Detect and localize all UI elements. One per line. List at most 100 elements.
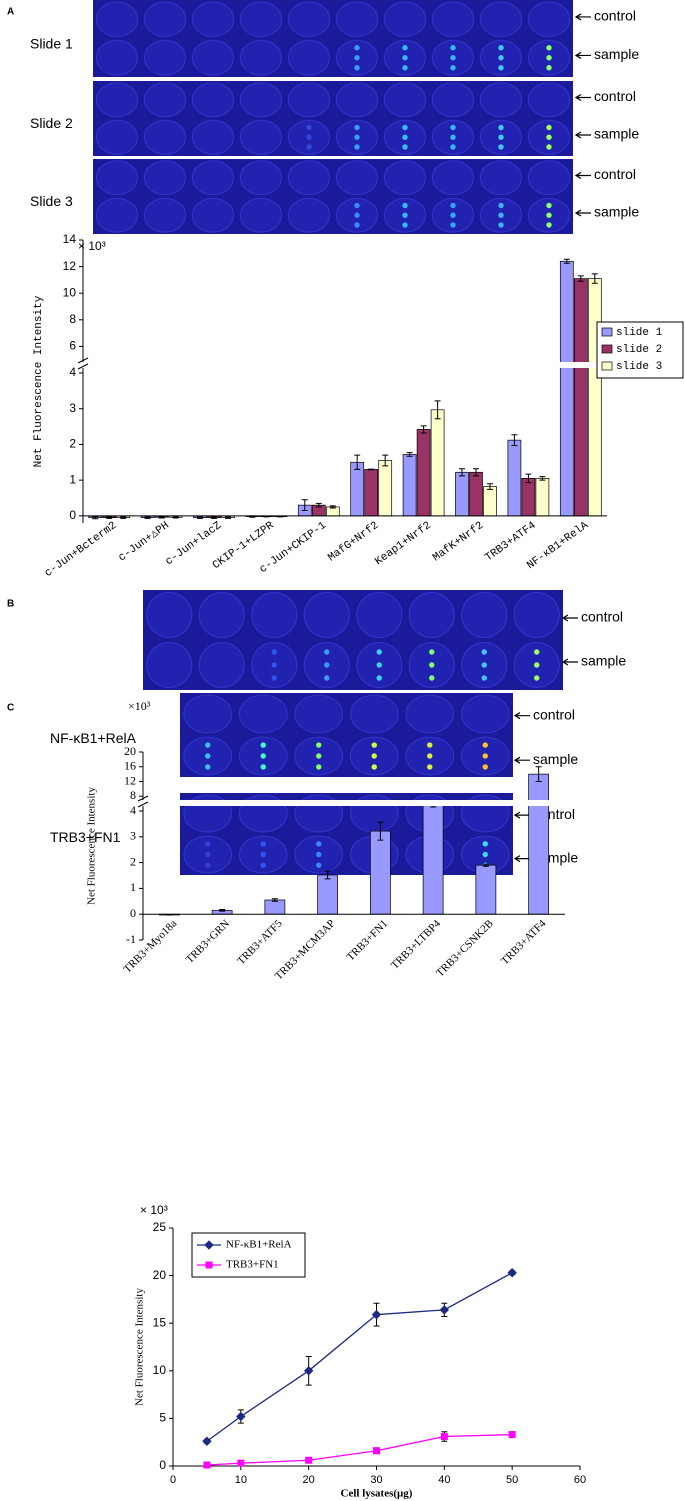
y-axis-label: Net Fluorescence Intensity <box>86 787 98 905</box>
array-well <box>287 82 331 118</box>
bar <box>559 260 574 517</box>
array-spot <box>354 222 360 228</box>
array-spot <box>450 212 456 218</box>
array-spot <box>450 45 456 51</box>
slide-label: Slide 2 <box>30 115 73 131</box>
legend-label: TRB3+FN1 <box>226 1259 279 1271</box>
y-tick-label: 20 <box>124 744 136 758</box>
array-well <box>408 592 455 638</box>
arrow <box>574 93 591 102</box>
y-tick-label: 15 <box>153 1315 167 1329</box>
array-spot <box>354 134 360 140</box>
error-bar <box>197 516 203 519</box>
y-tick-label: 5 <box>159 1411 166 1425</box>
panel-label: B <box>7 599 14 610</box>
array-spot <box>354 55 360 61</box>
error-bar <box>420 425 427 434</box>
array-spot <box>354 212 360 218</box>
array-spot <box>427 764 433 770</box>
array-spot <box>482 851 488 858</box>
array-spot <box>260 841 266 847</box>
arrow <box>561 658 578 666</box>
array-spot <box>402 124 408 131</box>
marker <box>440 1432 448 1440</box>
arrow <box>574 171 591 180</box>
array-spot <box>546 202 552 209</box>
array-spot <box>534 649 540 655</box>
array-well <box>95 1 139 38</box>
array-well <box>335 82 379 118</box>
y-tick-label: 0 <box>159 1458 166 1472</box>
bar <box>422 805 444 915</box>
y-tick-label: 8 <box>69 312 76 326</box>
x-tick-label: 50 <box>506 1474 518 1486</box>
array-spot <box>481 662 487 668</box>
y-tick-label: 4 <box>130 803 136 817</box>
error-bar <box>368 468 375 471</box>
array-spot <box>429 649 435 655</box>
legend-label: slide 3 <box>616 361 662 373</box>
array-well <box>287 39 331 76</box>
array-well <box>146 592 193 638</box>
x-tick-label: TRB3+CSNK2B <box>434 918 496 980</box>
array-spot <box>376 649 382 655</box>
y-tick-label: 0 <box>130 906 136 920</box>
error-bar <box>172 516 179 519</box>
y-multiplier: × 10³ <box>140 1203 168 1217</box>
array-well <box>143 119 187 155</box>
error-bar <box>120 516 127 519</box>
row-label: control <box>594 166 636 182</box>
y-tick-label: 16 <box>124 759 136 773</box>
array-spot <box>324 662 330 668</box>
panel-label: A <box>7 7 14 18</box>
x-tick-label: TRB3+FN1 <box>345 918 391 964</box>
row-label: sample <box>533 751 578 767</box>
y-tick-label: 4 <box>69 365 76 379</box>
array-well <box>143 39 187 76</box>
x-tick-label: TRB3+LTBP4 <box>389 917 443 971</box>
bar <box>521 478 536 517</box>
x-tick-label: c-Jun+Bcterm2 <box>43 520 119 580</box>
array-well <box>335 160 379 196</box>
x-tick-label: 10 <box>235 1474 247 1486</box>
array-well <box>335 1 379 38</box>
array-well <box>239 82 283 118</box>
y-multiplier: ×10³ <box>128 699 151 713</box>
row-label: sample <box>594 46 639 62</box>
error-bar <box>377 821 384 841</box>
error-bar <box>434 400 441 420</box>
array-spot <box>324 649 330 655</box>
y-tick-label: -1 <box>126 932 136 946</box>
bar <box>364 469 379 517</box>
error-bar <box>211 516 217 519</box>
legend-box <box>191 1232 306 1278</box>
arrow <box>574 209 591 217</box>
arrow <box>513 855 530 863</box>
array-spot <box>402 45 408 51</box>
array-well <box>527 82 571 118</box>
array-spot <box>205 742 211 748</box>
error-bar <box>301 499 308 511</box>
array-spot <box>316 753 322 759</box>
error-bar <box>106 516 113 519</box>
array-spot <box>402 222 408 228</box>
marker <box>508 1431 516 1439</box>
error-bar <box>473 468 479 477</box>
array-spot <box>205 851 211 858</box>
y-tick-label: 2 <box>130 854 136 868</box>
array-well <box>383 160 427 196</box>
array-spot <box>402 134 408 140</box>
array-well <box>349 694 399 734</box>
array-spot <box>546 124 552 131</box>
array-label: TRB3+FN1 <box>50 829 121 845</box>
axis-break-gap <box>137 800 565 806</box>
array-spot <box>546 65 552 71</box>
legend-marker <box>204 1240 214 1250</box>
marker <box>203 1461 211 1469</box>
array-spot <box>498 124 504 131</box>
array-spot <box>450 144 456 150</box>
array-well <box>527 160 571 196</box>
array-well <box>198 592 245 638</box>
array-spot <box>205 862 211 868</box>
legend-swatch <box>601 344 613 354</box>
